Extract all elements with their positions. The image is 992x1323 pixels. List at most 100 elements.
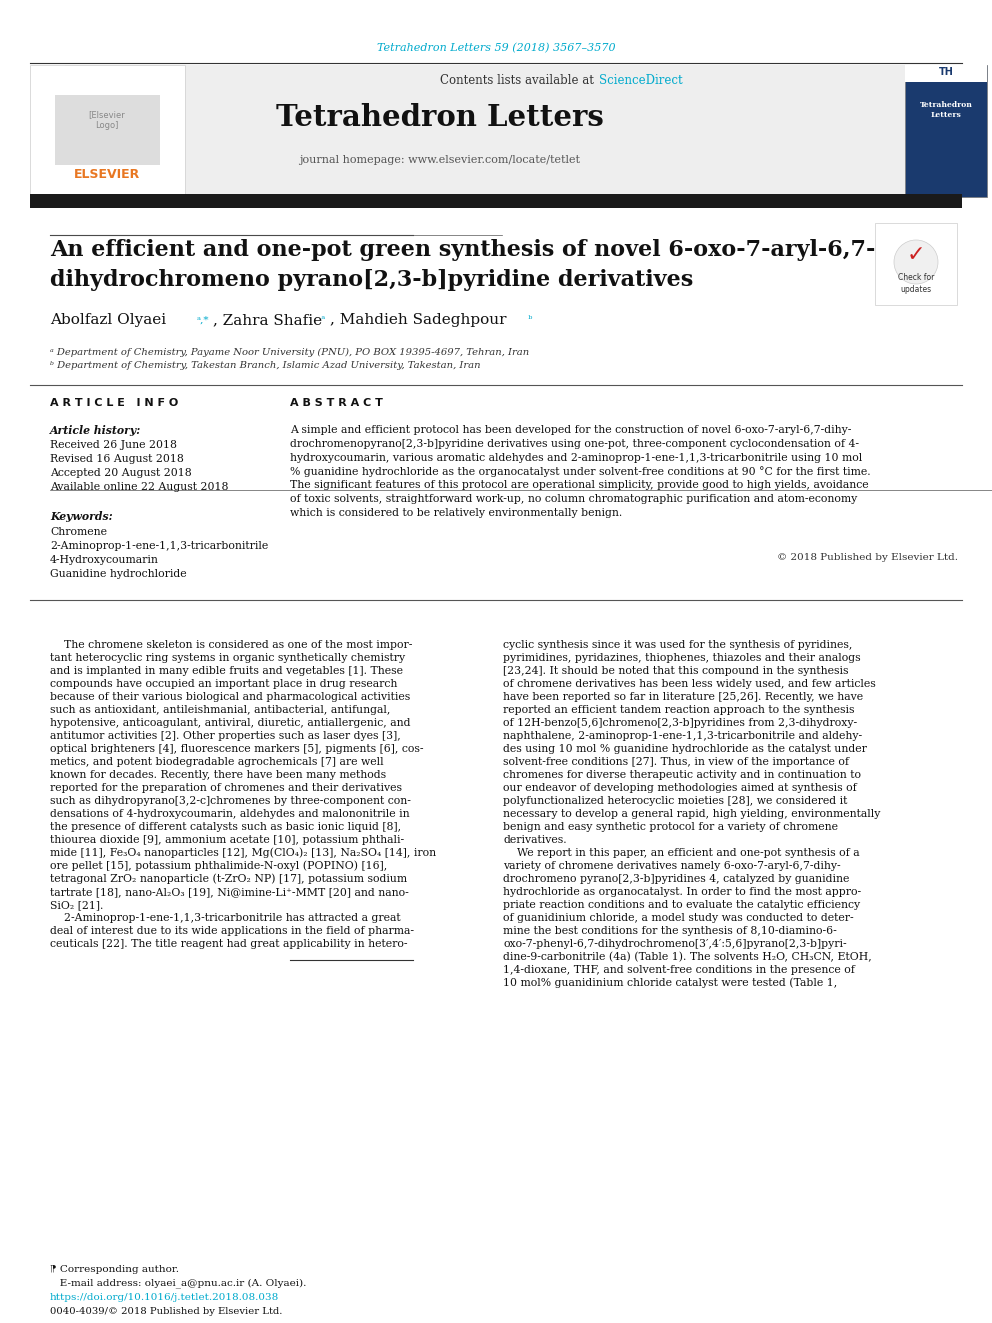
- Bar: [905, 65, 987, 197]
- Text: such as dihydropyrano[3,2-c]chromenes by three-component con-: such as dihydropyrano[3,2-c]chromenes by…: [50, 796, 411, 806]
- Text: Article history:: Article history:: [50, 425, 141, 435]
- Circle shape: [894, 239, 938, 284]
- Text: Tetrahedron Letters: Tetrahedron Letters: [276, 103, 604, 132]
- Text: 4-Hydroxycoumarin: 4-Hydroxycoumarin: [50, 556, 159, 565]
- Text: tant heterocyclic ring systems in organic synthetically chemistry: tant heterocyclic ring systems in organi…: [50, 654, 405, 663]
- Text: polyfunctionalized heterocyclic moieties [28], we considered it: polyfunctionalized heterocyclic moieties…: [503, 796, 847, 806]
- Text: drochromeno pyrano[2,3-b]pyridines 4, catalyzed by guanidine: drochromeno pyrano[2,3-b]pyridines 4, ca…: [503, 875, 849, 884]
- Text: updates: updates: [901, 284, 931, 294]
- Text: 1,4-dioxane, THF, and solvent-free conditions in the presence of: 1,4-dioxane, THF, and solvent-free condi…: [503, 964, 855, 975]
- Text: Tetrahedron
Letters: Tetrahedron Letters: [920, 102, 972, 119]
- Bar: [905, 65, 987, 82]
- Text: mine the best conditions for the synthesis of 8,10-diamino-6-: mine the best conditions for the synthes…: [503, 926, 836, 935]
- Text: Check for: Check for: [898, 274, 934, 283]
- Text: 2-Aminoprop-1-ene-1,1,3-tricarbonitrile: 2-Aminoprop-1-ene-1,1,3-tricarbonitrile: [50, 541, 268, 550]
- Text: of chromene derivatives has been less widely used, and few articles: of chromene derivatives has been less wi…: [503, 679, 876, 689]
- Text: derivatives.: derivatives.: [503, 835, 566, 845]
- Text: solvent-free conditions [27]. Thus, in view of the importance of: solvent-free conditions [27]. Thus, in v…: [503, 757, 849, 767]
- Text: ⁋ Corresponding author.: ⁋ Corresponding author.: [50, 1266, 179, 1274]
- Text: necessary to develop a general rapid, high yielding, environmentally: necessary to develop a general rapid, hi…: [503, 808, 880, 819]
- Text: The significant features of this protocol are operational simplicity, provide go: The significant features of this protoco…: [290, 480, 869, 491]
- Text: ᵃ,*: ᵃ,*: [197, 315, 209, 324]
- Text: our endeavor of developing methodologies aimed at synthesis of: our endeavor of developing methodologies…: [503, 783, 857, 792]
- Text: 2-Aminoprop-1-ene-1,1,3-tricarbonitrile has attracted a great: 2-Aminoprop-1-ene-1,1,3-tricarbonitrile …: [50, 913, 401, 923]
- Text: deal of interest due to its wide applications in the field of pharma-: deal of interest due to its wide applica…: [50, 926, 414, 935]
- Text: reported for the preparation of chromenes and their derivatives: reported for the preparation of chromene…: [50, 783, 402, 792]
- Text: hydrochloride as organocatalyst. In order to find the most appro-: hydrochloride as organocatalyst. In orde…: [503, 886, 861, 897]
- Text: of guanidinium chloride, a model study was conducted to deter-: of guanidinium chloride, a model study w…: [503, 913, 854, 923]
- Text: Revised 16 August 2018: Revised 16 August 2018: [50, 454, 184, 464]
- Text: hypotensive, anticoagulant, antiviral, diuretic, antiallergenic, and: hypotensive, anticoagulant, antiviral, d…: [50, 718, 411, 728]
- Text: because of their various biological and pharmacological activities: because of their various biological and …: [50, 692, 411, 703]
- Text: ✓: ✓: [907, 245, 926, 265]
- Text: An efficient and one-pot green synthesis of novel 6-oxo-7-aryl-6,7-: An efficient and one-pot green synthesis…: [50, 239, 875, 261]
- Bar: [30, 65, 185, 194]
- Text: © 2018 Published by Elsevier Ltd.: © 2018 Published by Elsevier Ltd.: [777, 553, 958, 562]
- Text: Accepted 20 August 2018: Accepted 20 August 2018: [50, 468, 191, 478]
- Text: thiourea dioxide [9], ammonium acetate [10], potassium phthali-: thiourea dioxide [9], ammonium acetate […: [50, 835, 404, 845]
- Bar: [875, 224, 957, 306]
- Text: benign and easy synthetic protocol for a variety of chromene: benign and easy synthetic protocol for a…: [503, 822, 838, 832]
- Bar: [65, 65, 905, 194]
- Text: ᵃ Department of Chemistry, Payame Noor University (PNU), PO BOX 19395-4697, Tehr: ᵃ Department of Chemistry, Payame Noor U…: [50, 348, 530, 357]
- Text: hydroxycoumarin, various aromatic aldehydes and 2-aminoprop-1-ene-1,1,3-tricarbo: hydroxycoumarin, various aromatic aldehy…: [290, 452, 862, 463]
- Text: mide [11], Fe₃O₄ nanoparticles [12], Mg(ClO₄)₂ [13], Na₂SO₄ [14], iron: mide [11], Fe₃O₄ nanoparticles [12], Mg(…: [50, 848, 436, 859]
- Text: SiO₂ [21].: SiO₂ [21].: [50, 900, 103, 910]
- Text: pyrimidines, pyridazines, thiophenes, thiazoles and their analogs: pyrimidines, pyridazines, thiophenes, th…: [503, 654, 861, 663]
- Text: ᵇ Department of Chemistry, Takestan Branch, Islamic Azad University, Takestan, I: ᵇ Department of Chemistry, Takestan Bran…: [50, 361, 481, 370]
- Text: antitumor activities [2]. Other properties such as laser dyes [3],: antitumor activities [2]. Other properti…: [50, 732, 401, 741]
- Text: E-mail address: olyaei_a@pnu.ac.ir (A. Olyaei).: E-mail address: olyaei_a@pnu.ac.ir (A. O…: [50, 1278, 307, 1287]
- Text: 0040-4039/© 2018 Published by Elsevier Ltd.: 0040-4039/© 2018 Published by Elsevier L…: [50, 1307, 283, 1315]
- Text: priate reaction conditions and to evaluate the catalytic efficiency: priate reaction conditions and to evalua…: [503, 900, 860, 910]
- Text: densations of 4-hydroxycoumarin, aldehydes and malononitrile in: densations of 4-hydroxycoumarin, aldehyd…: [50, 808, 410, 819]
- Text: We report in this paper, an efficient and one-pot synthesis of a: We report in this paper, an efficient an…: [503, 848, 860, 859]
- Text: % guanidine hydrochloride as the organocatalyst under solvent-free conditions at: % guanidine hydrochloride as the organoc…: [290, 466, 871, 476]
- Text: chromenes for diverse therapeutic activity and in continuation to: chromenes for diverse therapeutic activi…: [503, 770, 861, 781]
- Text: oxo-7-phenyl-6,7-dihydrochromeno[3′,4′:5,6]pyrano[2,3-b]pyri-: oxo-7-phenyl-6,7-dihydrochromeno[3′,4′:5…: [503, 939, 846, 949]
- Text: reported an efficient tandem reaction approach to the synthesis: reported an efficient tandem reaction ap…: [503, 705, 854, 714]
- Text: ScienceDirect: ScienceDirect: [599, 74, 682, 86]
- Text: known for decades. Recently, there have been many methods: known for decades. Recently, there have …: [50, 770, 386, 781]
- Text: the presence of different catalysts such as basic ionic liquid [8],: the presence of different catalysts such…: [50, 822, 401, 832]
- Text: [Elsevier
Logo]: [Elsevier Logo]: [88, 110, 125, 130]
- Text: dihydrochromeno pyrano[2,3-b]pyridine derivatives: dihydrochromeno pyrano[2,3-b]pyridine de…: [50, 269, 693, 291]
- Text: ELSEVIER: ELSEVIER: [73, 168, 140, 181]
- Text: [23,24]. It should be noted that this compound in the synthesis: [23,24]. It should be noted that this co…: [503, 665, 848, 676]
- Text: https://doi.org/10.1016/j.tetlet.2018.08.038: https://doi.org/10.1016/j.tetlet.2018.08…: [50, 1294, 280, 1303]
- Text: such as antioxidant, antileishmanial, antibacterial, antifungal,: such as antioxidant, antileishmanial, an…: [50, 705, 391, 714]
- Text: of 12H-benzo[5,6]chromeno[2,3-b]pyridines from 2,3-dihydroxy-: of 12H-benzo[5,6]chromeno[2,3-b]pyridine…: [503, 718, 857, 728]
- Text: ceuticals [22]. The title reagent had great applicability in hetero-: ceuticals [22]. The title reagent had gr…: [50, 939, 408, 949]
- Text: Received 26 June 2018: Received 26 June 2018: [50, 441, 177, 450]
- Text: naphthalene, 2-aminoprop-1-ene-1,1,3-tricarbonitrile and aldehy-: naphthalene, 2-aminoprop-1-ene-1,1,3-tri…: [503, 732, 862, 741]
- Text: tetragonal ZrO₂ nanoparticle (t-ZrO₂ NP) [17], potassium sodium: tetragonal ZrO₂ nanoparticle (t-ZrO₂ NP)…: [50, 873, 407, 884]
- Text: A simple and efficient protocol has been developed for the construction of novel: A simple and efficient protocol has been…: [290, 425, 851, 435]
- Text: Guanidine hydrochloride: Guanidine hydrochloride: [50, 569, 186, 579]
- Text: drochromenopyrano[2,3-b]pyridine derivatives using one-pot, three-component cycl: drochromenopyrano[2,3-b]pyridine derivat…: [290, 439, 859, 448]
- Text: , Zahra Shafie: , Zahra Shafie: [213, 314, 322, 327]
- Text: Available online 22 August 2018: Available online 22 August 2018: [50, 482, 228, 492]
- Text: , Mahdieh Sadeghpour: , Mahdieh Sadeghpour: [330, 314, 507, 327]
- Text: journal homepage: www.elsevier.com/locate/tetlet: journal homepage: www.elsevier.com/locat…: [300, 155, 580, 165]
- Text: ᵇ: ᵇ: [525, 315, 533, 324]
- Text: tartrate [18], nano-Al₂O₃ [19], Ni@imine-Li⁺-MMT [20] and nano-: tartrate [18], nano-Al₂O₃ [19], Ni@imine…: [50, 886, 409, 897]
- Text: TH: TH: [938, 67, 953, 77]
- Text: optical brighteners [4], fluorescence markers [5], pigments [6], cos-: optical brighteners [4], fluorescence ma…: [50, 744, 424, 754]
- Text: ore pellet [15], potassium phthalimide-N-oxyl (POPINO) [16],: ore pellet [15], potassium phthalimide-N…: [50, 861, 387, 872]
- Text: des using 10 mol % guanidine hydrochloride as the catalyst under: des using 10 mol % guanidine hydrochlori…: [503, 744, 867, 754]
- Text: Contents lists available at: Contents lists available at: [440, 74, 597, 86]
- Text: cyclic synthesis since it was used for the synthesis of pyridines,: cyclic synthesis since it was used for t…: [503, 640, 852, 650]
- Text: which is considered to be relatively environmentally benign.: which is considered to be relatively env…: [290, 508, 622, 517]
- Text: and is implanted in many edible fruits and vegetables [1]. These: and is implanted in many edible fruits a…: [50, 665, 403, 676]
- Text: dine-9-carbonitrile (4a) (Table 1). The solvents H₂O, CH₃CN, EtOH,: dine-9-carbonitrile (4a) (Table 1). The …: [503, 951, 872, 962]
- Text: 10 mol% guanidinium chloride catalyst were tested (Table 1,: 10 mol% guanidinium chloride catalyst we…: [503, 978, 837, 988]
- Text: A B S T R A C T: A B S T R A C T: [290, 398, 383, 407]
- Bar: [30, 194, 962, 208]
- Text: compounds have occupied an important place in drug research: compounds have occupied an important pla…: [50, 679, 398, 689]
- Text: Abolfazl Olyaei: Abolfazl Olyaei: [50, 314, 166, 327]
- Text: The chromene skeleton is considered as one of the most impor-: The chromene skeleton is considered as o…: [50, 640, 413, 650]
- Text: of toxic solvents, straightforward work-up, no column chromatographic purificati: of toxic solvents, straightforward work-…: [290, 493, 857, 504]
- Text: have been reported so far in literature [25,26]. Recently, we have: have been reported so far in literature …: [503, 692, 863, 703]
- Text: Chromene: Chromene: [50, 527, 107, 537]
- Text: A R T I C L E   I N F O: A R T I C L E I N F O: [50, 398, 179, 407]
- Text: metics, and potent biodegradable agrochemicals [7] are well: metics, and potent biodegradable agroche…: [50, 757, 384, 767]
